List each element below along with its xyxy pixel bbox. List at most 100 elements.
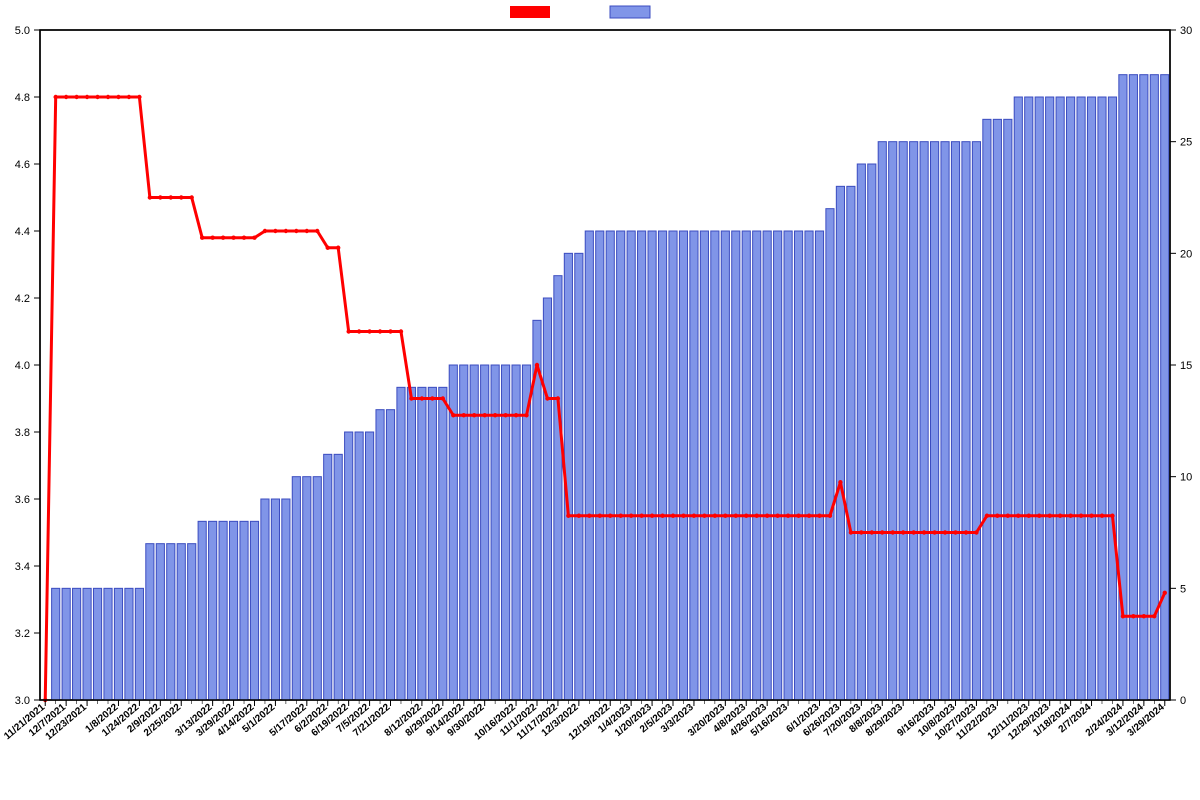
bar <box>1067 97 1075 700</box>
line-marker <box>116 95 120 99</box>
bar <box>941 142 949 700</box>
bar <box>763 231 771 700</box>
line-marker <box>524 413 528 417</box>
line-marker <box>1152 614 1156 618</box>
line-marker <box>608 514 612 518</box>
line-marker <box>190 195 194 199</box>
line-marker <box>294 229 298 233</box>
bar <box>805 231 813 700</box>
line-marker <box>252 236 256 240</box>
line-marker <box>472 413 476 417</box>
bar <box>261 499 269 700</box>
bar <box>1108 97 1116 700</box>
bar <box>951 142 959 700</box>
line-marker <box>367 329 371 333</box>
bar <box>836 186 844 700</box>
bar <box>62 588 70 700</box>
line-marker <box>1016 514 1020 518</box>
line-marker <box>911 530 915 534</box>
line-marker <box>692 514 696 518</box>
bar <box>847 186 855 700</box>
line-marker <box>870 530 874 534</box>
bar <box>878 142 886 700</box>
bar <box>690 231 698 700</box>
bar <box>753 231 761 700</box>
bar <box>627 231 635 700</box>
bar <box>899 142 907 700</box>
line-marker <box>1058 514 1062 518</box>
bar <box>229 521 237 700</box>
bar <box>355 432 363 700</box>
line-marker <box>451 413 455 417</box>
bar <box>282 499 290 700</box>
line-marker <box>891 530 895 534</box>
line-marker <box>179 195 183 199</box>
bar <box>857 164 865 700</box>
bar <box>679 231 687 700</box>
bar <box>648 231 656 700</box>
bar <box>303 477 311 700</box>
line-marker <box>974 530 978 534</box>
bar <box>585 231 593 700</box>
line-marker <box>702 514 706 518</box>
line-marker <box>106 95 110 99</box>
line-marker <box>598 514 602 518</box>
line-marker <box>315 229 319 233</box>
bar <box>1046 97 1054 700</box>
line-marker <box>231 236 235 240</box>
right-axis-tick-label: 5 <box>1180 583 1186 595</box>
bar <box>889 142 897 700</box>
bar <box>920 142 928 700</box>
line-marker <box>681 514 685 518</box>
line-marker <box>639 514 643 518</box>
line-marker <box>796 514 800 518</box>
bar <box>209 521 217 700</box>
line-marker <box>1047 514 1051 518</box>
bar <box>868 164 876 700</box>
bar <box>1056 97 1064 700</box>
line-marker <box>74 95 78 99</box>
left-axis-tick-label: 4.0 <box>15 360 30 372</box>
line-marker <box>462 413 466 417</box>
line-marker <box>786 514 790 518</box>
bar <box>1140 75 1148 700</box>
bar <box>596 231 604 700</box>
line-marker <box>859 530 863 534</box>
line-marker <box>399 329 403 333</box>
line-marker <box>357 329 361 333</box>
line-marker <box>409 396 413 400</box>
bar <box>711 231 719 700</box>
line-marker <box>148 195 152 199</box>
bar <box>617 231 625 700</box>
bar <box>931 142 939 700</box>
bar <box>658 231 666 700</box>
bar <box>93 588 101 700</box>
bar <box>397 387 405 700</box>
left-axis-tick-label: 4.2 <box>15 293 30 305</box>
right-axis-tick-label: 10 <box>1180 472 1192 484</box>
bar <box>52 588 60 700</box>
line-marker <box>53 95 57 99</box>
line-marker <box>671 514 675 518</box>
line-marker <box>1079 514 1083 518</box>
line-marker <box>1142 614 1146 618</box>
bar <box>815 231 823 700</box>
line-marker <box>210 236 214 240</box>
bar <box>826 209 834 700</box>
bar <box>83 588 91 700</box>
line-marker <box>1006 514 1010 518</box>
bar <box>146 544 154 700</box>
line-marker <box>953 530 957 534</box>
line-marker <box>85 95 89 99</box>
bar <box>125 588 133 700</box>
line-marker <box>284 229 288 233</box>
legend-line-swatch <box>510 6 550 18</box>
bar <box>219 521 227 700</box>
line-marker <box>378 329 382 333</box>
bar <box>114 588 122 700</box>
bar <box>188 544 196 700</box>
bar <box>345 432 353 700</box>
right-axis-tick-label: 0 <box>1180 695 1186 707</box>
left-axis-tick-label: 4.8 <box>15 92 30 104</box>
bar <box>700 231 708 700</box>
